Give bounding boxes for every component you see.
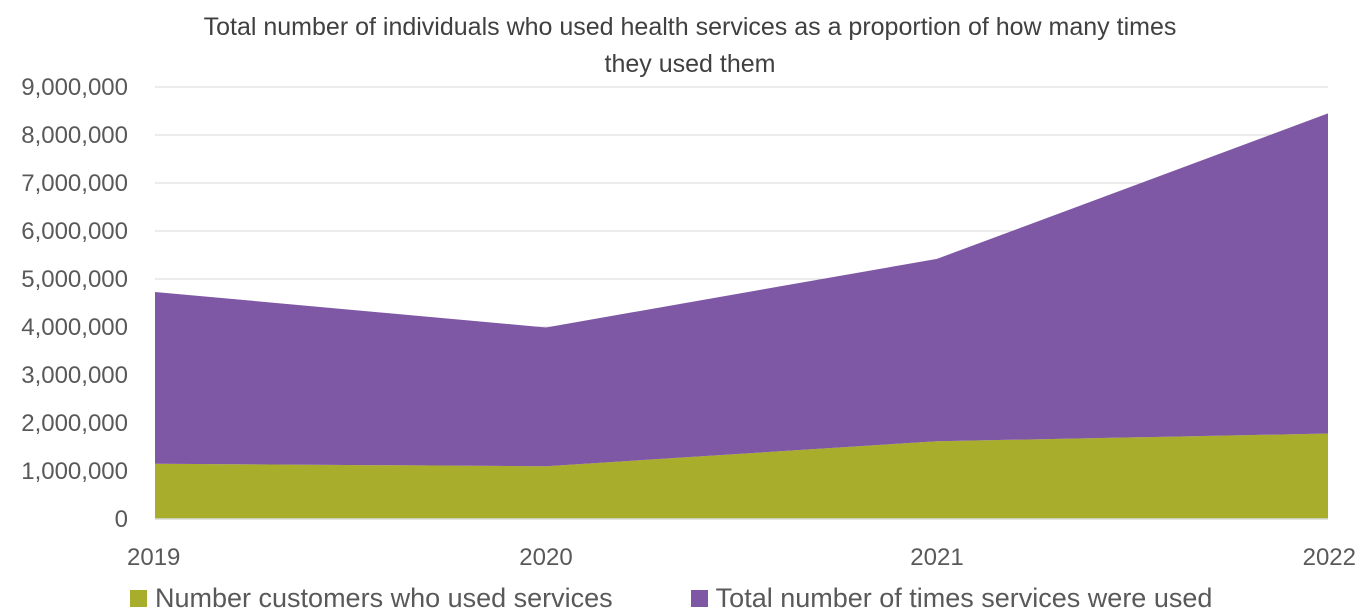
chart-title-line-2: they used them (605, 50, 776, 78)
y-tick-label: 3,000,000 (21, 362, 128, 389)
x-tick-label: 2022 (1303, 544, 1356, 571)
legend-item-times-used: Total number of times services were used (690, 583, 1213, 614)
y-tick-label: 1,000,000 (21, 458, 128, 485)
x-tick-label: 2019 (127, 544, 180, 571)
x-axis-ticks: 2019 2020 2021 2022 (127, 544, 1356, 571)
y-tick-label: 9,000,000 (21, 74, 128, 101)
y-tick-label: 5,000,000 (21, 266, 128, 293)
y-axis-ticks: 0 1,000,000 2,000,000 3,000,000 4,000,000 5,0… (21, 74, 128, 533)
y-tick-label: 4,000,000 (21, 314, 128, 341)
legend: Number customers who used services Total… (130, 583, 1290, 614)
legend-item-customers: Number customers who used services (130, 583, 613, 614)
y-tick-label: 8,000,000 (21, 122, 128, 149)
y-tick-label: 6,000,000 (21, 218, 128, 245)
y-tick-label: 0 (115, 506, 128, 533)
area-customers (155, 433, 1328, 519)
legend-swatch-customers (130, 590, 147, 607)
y-tick-label: 7,000,000 (21, 170, 128, 197)
legend-label-times-used: Total number of times services were used (715, 583, 1213, 613)
areas (155, 113, 1328, 519)
legend-label-customers: Number customers who used services (155, 583, 613, 613)
x-tick-label: 2021 (910, 544, 963, 571)
x-tick-label: 2020 (519, 544, 572, 571)
y-tick-label: 2,000,000 (21, 410, 128, 437)
legend-swatch-times-used (690, 590, 708, 607)
chart-title-line-1: Total number of individuals who used hea… (204, 13, 1177, 41)
area-times-used (155, 113, 1328, 467)
